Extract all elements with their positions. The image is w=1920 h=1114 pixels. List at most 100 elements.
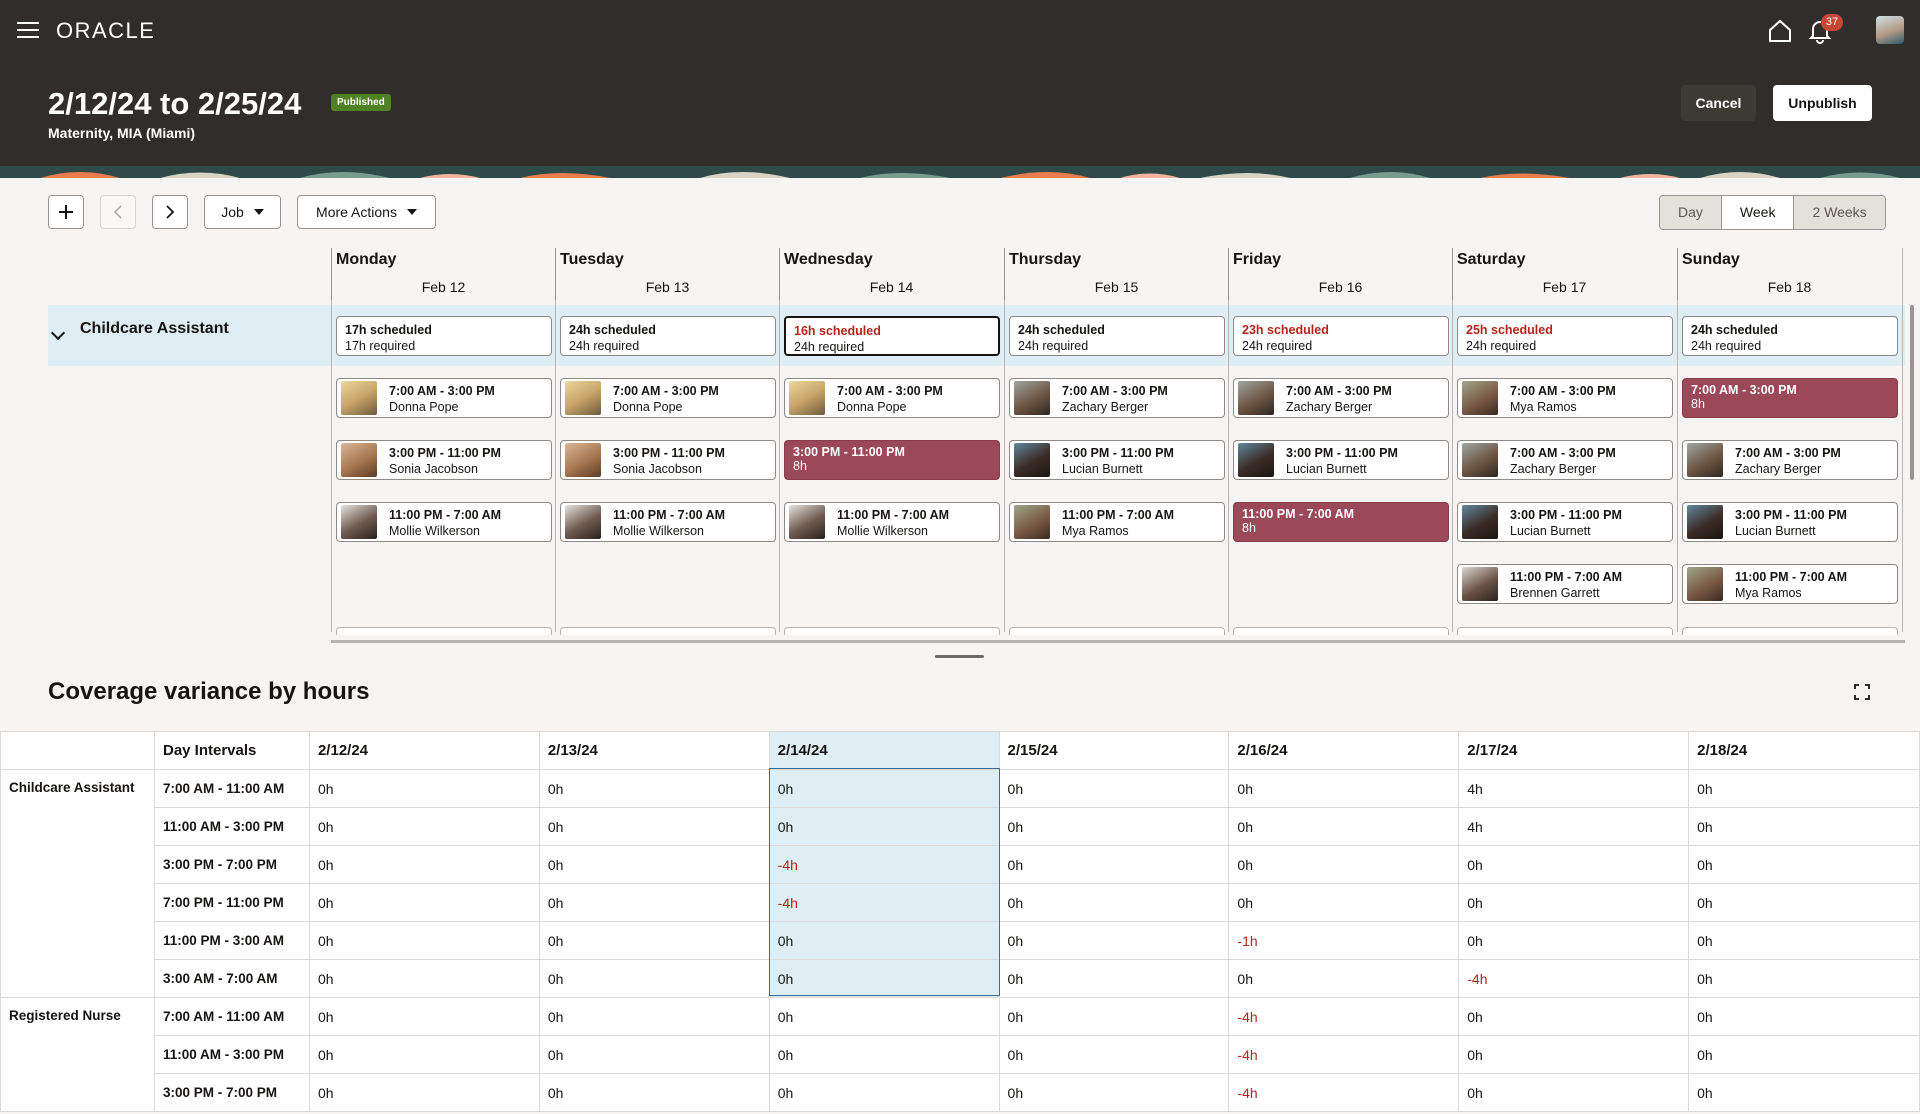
variance-cell[interactable]: 0h — [768, 959, 1000, 998]
date-column-header[interactable]: 2/14/24 — [768, 731, 1000, 770]
shift-card[interactable]: 7:00 AM - 3:00 PM Zachary Berger — [1009, 378, 1225, 418]
variance-cell[interactable]: 0h — [998, 1073, 1230, 1112]
variance-cell[interactable]: 0h — [1228, 845, 1460, 884]
shift-card[interactable]: 11:00 PM - 7:00 AM Mollie Wilkerson — [560, 502, 776, 542]
coverage-summary-card[interactable]: 24h scheduled 24h required — [560, 316, 776, 356]
shift-card[interactable] — [1457, 627, 1673, 635]
variance-cell[interactable]: 0h — [308, 807, 540, 846]
expand-icon[interactable] — [1854, 684, 1870, 700]
shift-card[interactable] — [1233, 627, 1449, 635]
variance-cell[interactable]: 0h — [308, 1073, 540, 1112]
variance-cell[interactable]: -4h — [1458, 959, 1690, 998]
shift-card[interactable]: 7:00 AM - 3:00 PM Donna Pope — [784, 378, 1000, 418]
shift-card[interactable] — [1009, 627, 1225, 635]
variance-cell[interactable]: 0h — [768, 807, 1000, 846]
variance-cell[interactable]: 4h — [1458, 807, 1690, 846]
variance-cell[interactable]: 0h — [1688, 997, 1920, 1036]
variance-cell[interactable]: 0h — [1688, 1073, 1920, 1112]
variance-cell[interactable]: 0h — [998, 845, 1230, 884]
user-avatar[interactable] — [1876, 16, 1904, 44]
variance-cell[interactable]: 0h — [1228, 807, 1460, 846]
more-actions-dropdown[interactable]: More Actions — [297, 195, 436, 229]
shift-card[interactable] — [1682, 627, 1898, 635]
variance-cell[interactable]: -1h — [1228, 921, 1460, 960]
open-shift-card[interactable]: 11:00 PM - 7:00 AM 8h — [1233, 502, 1449, 542]
vertical-scrollbar[interactable] — [1910, 305, 1914, 480]
variance-cell[interactable]: 0h — [1688, 959, 1920, 998]
variance-cell[interactable]: -4h — [1228, 1035, 1460, 1074]
shift-card[interactable] — [784, 627, 1000, 635]
date-column-header[interactable]: 2/18/24 — [1688, 731, 1920, 770]
variance-cell[interactable]: 0h — [308, 845, 540, 884]
shift-card[interactable]: 7:00 AM - 3:00 PM Donna Pope — [336, 378, 552, 418]
date-column-header[interactable]: 2/16/24 — [1228, 731, 1460, 770]
variance-cell[interactable]: 0h — [308, 883, 540, 922]
variance-cell[interactable]: 0h — [308, 1035, 540, 1074]
shift-card[interactable]: 11:00 PM - 7:00 AM Mollie Wilkerson — [784, 502, 1000, 542]
shift-card[interactable]: 7:00 AM - 3:00 PM Zachary Berger — [1457, 440, 1673, 480]
variance-cell[interactable]: 0h — [1688, 845, 1920, 884]
variance-cell[interactable]: 0h — [538, 1073, 770, 1112]
variance-cell[interactable]: 0h — [1458, 921, 1690, 960]
variance-cell[interactable]: -4h — [1228, 997, 1460, 1036]
variance-cell[interactable]: 0h — [308, 959, 540, 998]
variance-cell[interactable]: -4h — [768, 883, 1000, 922]
coverage-summary-card[interactable]: 16h scheduled 24h required — [784, 316, 1000, 356]
menu-icon[interactable] — [17, 22, 39, 40]
coverage-summary-card[interactable]: 23h scheduled 24h required — [1233, 316, 1449, 356]
date-column-header[interactable]: 2/17/24 — [1458, 731, 1690, 770]
shift-card[interactable]: 3:00 PM - 11:00 PM Sonia Jacobson — [336, 440, 552, 480]
variance-cell[interactable]: 0h — [1688, 769, 1920, 808]
unpublish-button[interactable]: Unpublish — [1773, 85, 1872, 121]
variance-cell[interactable]: 0h — [768, 1035, 1000, 1074]
coverage-summary-card[interactable]: 24h scheduled 24h required — [1009, 316, 1225, 356]
variance-cell[interactable]: 0h — [538, 921, 770, 960]
variance-cell[interactable]: 0h — [998, 1035, 1230, 1074]
variance-cell[interactable]: 0h — [538, 997, 770, 1036]
view-day[interactable]: Day — [1660, 196, 1722, 229]
variance-cell[interactable]: 0h — [1228, 883, 1460, 922]
job-dropdown[interactable]: Job — [204, 195, 281, 229]
coverage-summary-card[interactable]: 17h scheduled 17h required — [336, 316, 552, 356]
variance-cell[interactable]: 0h — [768, 769, 1000, 808]
shift-card[interactable]: 11:00 PM - 7:00 AM Mya Ramos — [1009, 502, 1225, 542]
variance-cell[interactable]: 0h — [998, 883, 1230, 922]
shift-card[interactable]: 11:00 PM - 7:00 AM Brennen Garrett — [1457, 564, 1673, 604]
variance-cell[interactable]: 0h — [538, 807, 770, 846]
variance-cell[interactable]: 0h — [998, 807, 1230, 846]
shift-card[interactable]: 3:00 PM - 11:00 PM Lucian Burnett — [1457, 502, 1673, 542]
variance-cell[interactable]: 0h — [998, 921, 1230, 960]
shift-card[interactable]: 11:00 PM - 7:00 AM Mollie Wilkerson — [336, 502, 552, 542]
shift-card[interactable]: 7:00 AM - 3:00 PM Zachary Berger — [1682, 440, 1898, 480]
variance-cell[interactable]: 0h — [538, 1035, 770, 1074]
variance-cell[interactable]: 0h — [1458, 883, 1690, 922]
variance-cell[interactable]: 0h — [538, 883, 770, 922]
resize-handle[interactable] — [935, 655, 984, 658]
add-button[interactable] — [48, 195, 84, 229]
shift-card[interactable]: 3:00 PM - 11:00 PM Lucian Burnett — [1009, 440, 1225, 480]
shift-card[interactable] — [560, 627, 776, 635]
variance-cell[interactable]: 0h — [998, 769, 1230, 808]
shift-card[interactable]: 11:00 PM - 7:00 AM Mya Ramos — [1682, 564, 1898, 604]
variance-cell[interactable]: 0h — [308, 921, 540, 960]
variance-cell[interactable]: 0h — [1688, 883, 1920, 922]
previous-button[interactable] — [100, 195, 136, 229]
view-week[interactable]: Week — [1721, 196, 1795, 229]
variance-cell[interactable]: 0h — [1688, 921, 1920, 960]
shift-card[interactable]: 3:00 PM - 11:00 PM Lucian Burnett — [1682, 502, 1898, 542]
variance-cell[interactable]: 0h — [1458, 1035, 1690, 1074]
variance-cell[interactable]: 0h — [1458, 1073, 1690, 1112]
view-2-weeks[interactable]: 2 Weeks — [1794, 196, 1885, 229]
variance-cell[interactable]: 0h — [768, 921, 1000, 960]
open-shift-card[interactable]: 7:00 AM - 3:00 PM 8h — [1682, 378, 1898, 418]
home-icon[interactable] — [1767, 19, 1793, 43]
open-shift-card[interactable]: 3:00 PM - 11:00 PM 8h — [784, 440, 1000, 480]
variance-cell[interactable]: 4h — [1458, 769, 1690, 808]
variance-cell[interactable]: 0h — [538, 959, 770, 998]
date-column-header[interactable]: 2/12/24 — [308, 731, 540, 770]
variance-cell[interactable]: 0h — [1458, 997, 1690, 1036]
horizontal-scrollbar[interactable] — [331, 640, 1905, 643]
variance-cell[interactable]: 0h — [998, 997, 1230, 1036]
variance-cell[interactable]: 0h — [1688, 1035, 1920, 1074]
shift-card[interactable]: 7:00 AM - 3:00 PM Mya Ramos — [1457, 378, 1673, 418]
